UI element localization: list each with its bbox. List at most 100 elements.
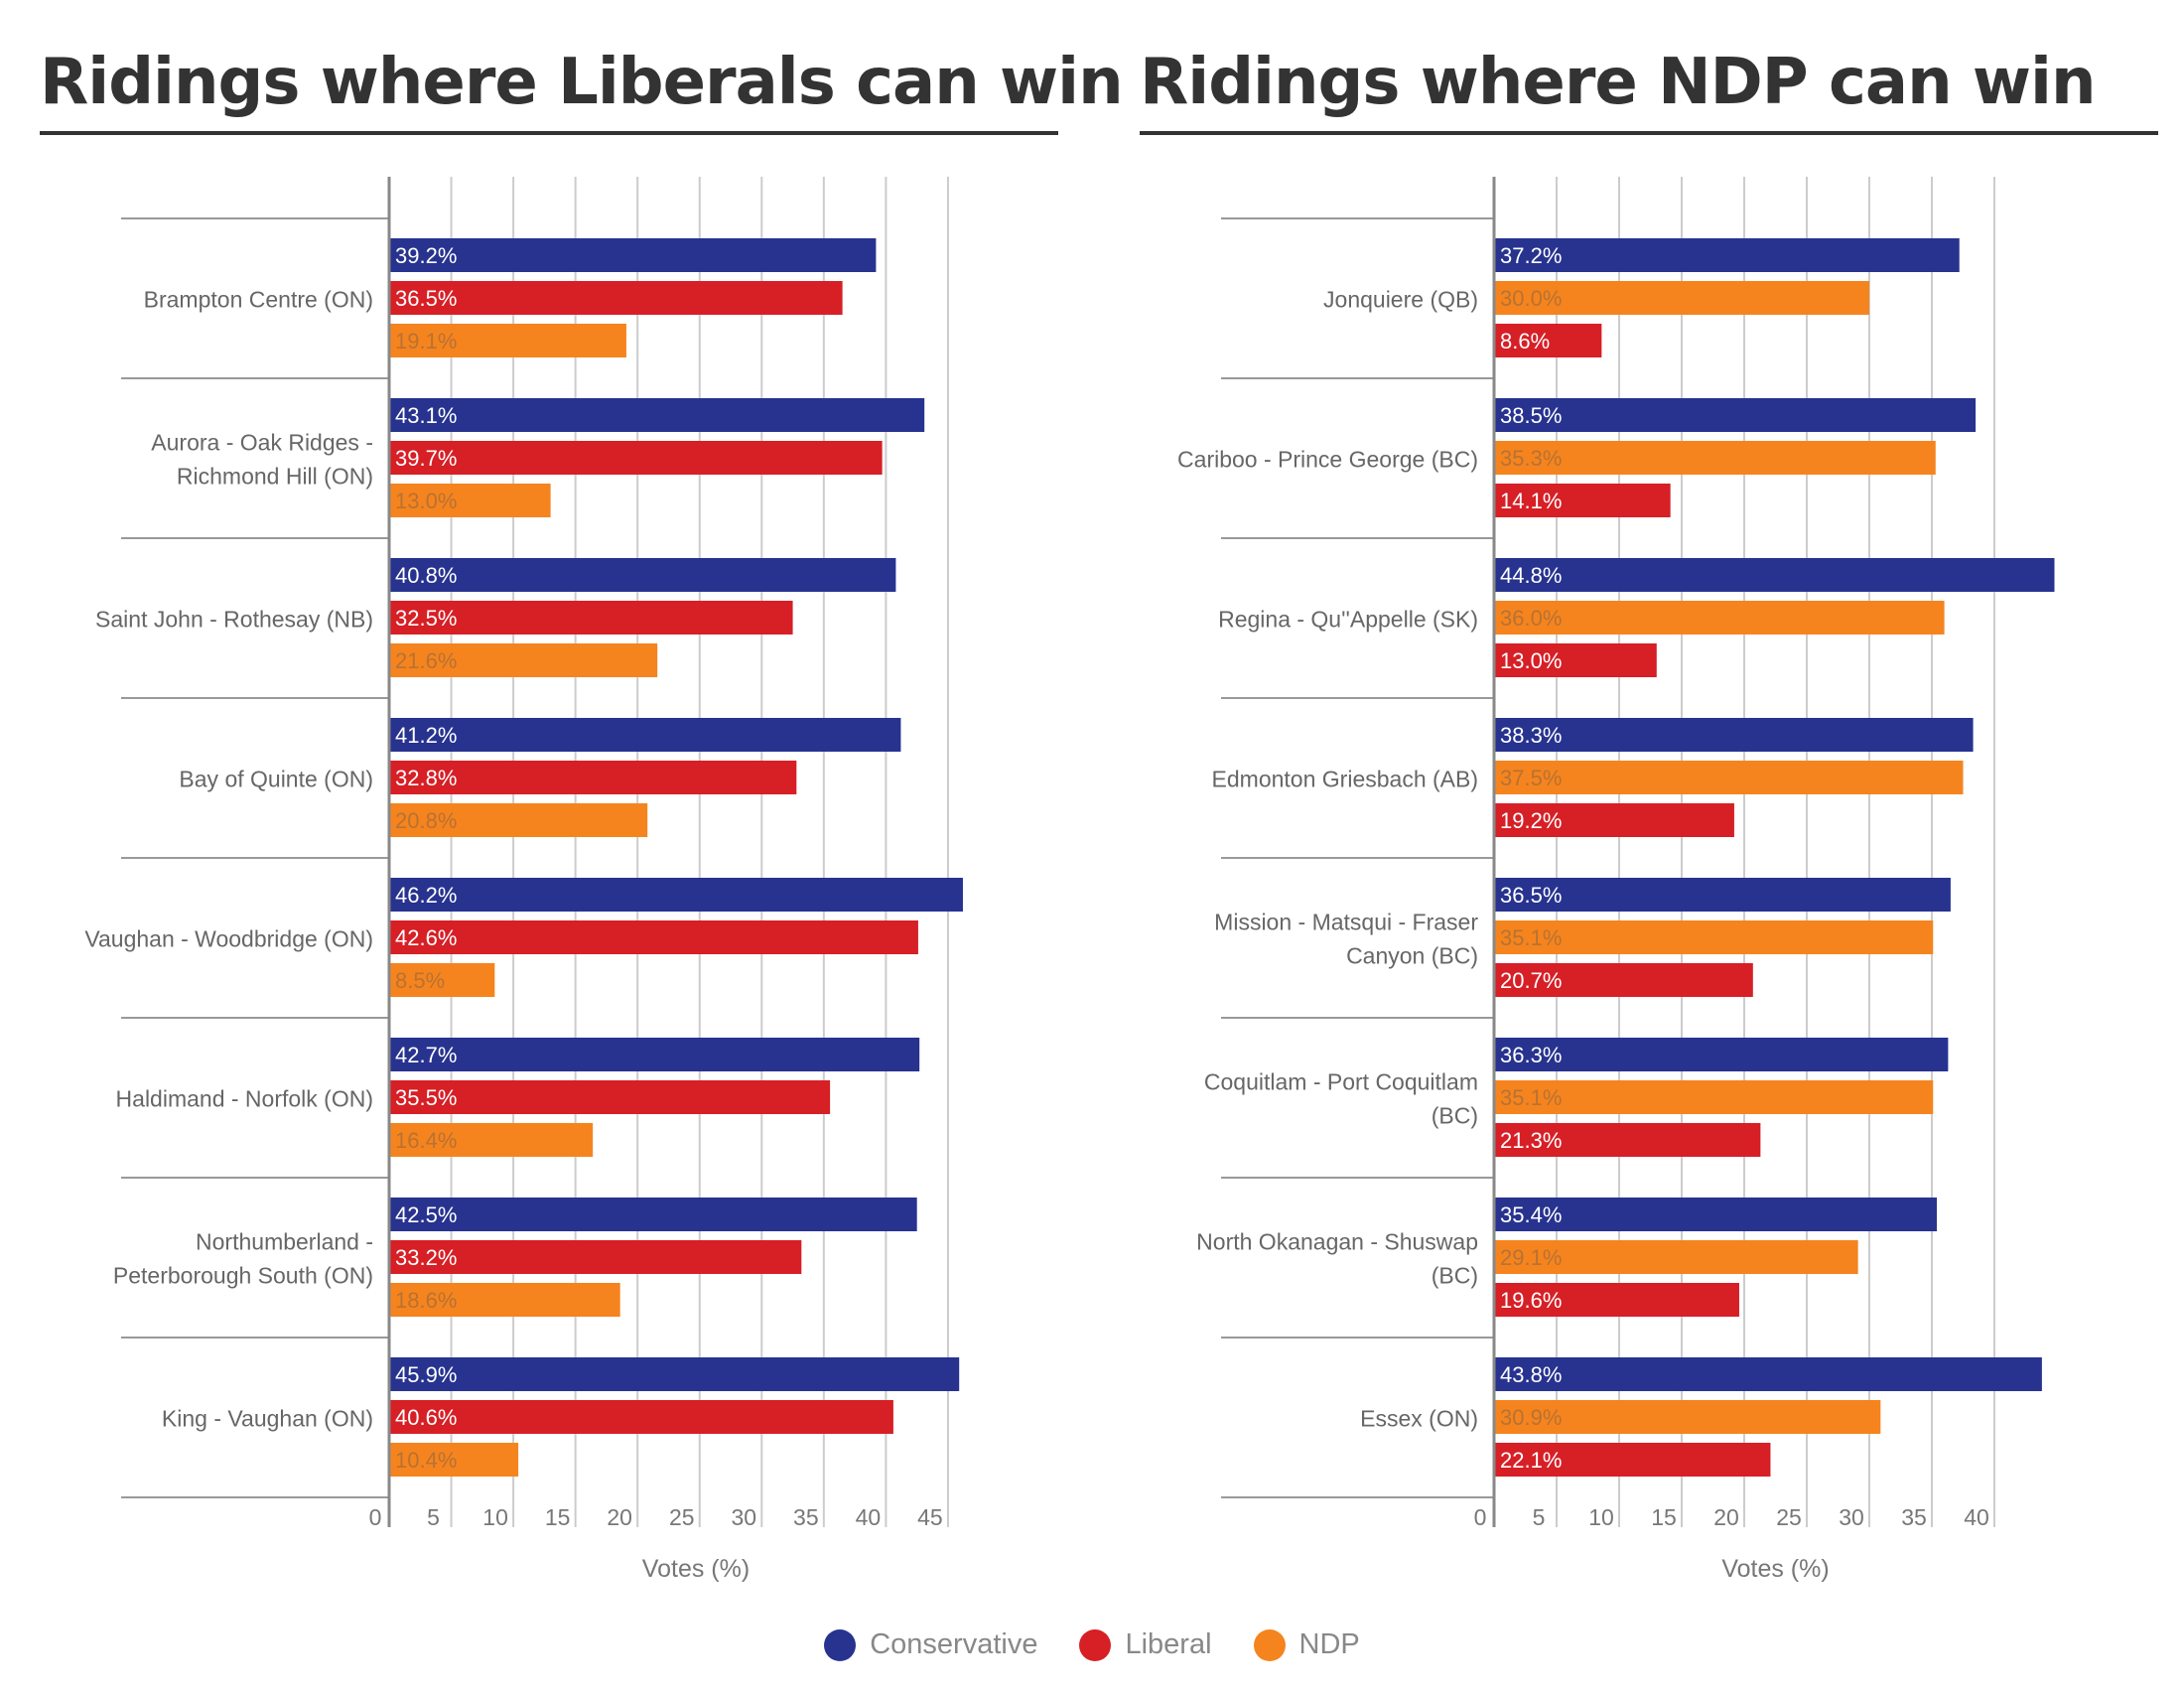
category-label-ndp-5-1: (BC) — [1432, 1103, 1478, 1129]
bar-ndp-liberal-6 — [1494, 1283, 1739, 1317]
bar-liberals-liberal-3 — [389, 761, 797, 794]
bar-liberals-ndp-3 — [389, 803, 648, 837]
x-tick-label-ndp-5: 5 — [1533, 1504, 1546, 1530]
data-label-ndp-ndp-0: 30.0% — [1500, 286, 1562, 311]
x-axis-label-liberals: Votes (%) — [642, 1555, 750, 1583]
category-label-ndp-1-0: Cariboo - Prince George (BC) — [1177, 447, 1478, 473]
data-label-ndp-liberal-7: 22.1% — [1500, 1448, 1562, 1473]
bar-liberals-liberal-5 — [389, 1080, 831, 1114]
bar-ndp-liberal-0 — [1494, 324, 1602, 357]
bar-liberals-ndp-5 — [389, 1123, 594, 1157]
data-label-liberals-liberal-7: 40.6% — [395, 1405, 457, 1430]
bar-ndp-conservative-3 — [1494, 718, 1974, 752]
x-tick-label-liberals-45: 45 — [917, 1504, 943, 1530]
data-label-ndp-conservative-1: 38.5% — [1500, 403, 1562, 428]
x-tick-label-ndp-10: 10 — [1588, 1504, 1614, 1530]
bar-liberals-ndp-4 — [389, 963, 495, 997]
data-label-ndp-conservative-7: 43.8% — [1500, 1362, 1562, 1387]
data-label-ndp-liberal-3: 19.2% — [1500, 808, 1562, 833]
data-label-ndp-conservative-4: 36.5% — [1500, 883, 1562, 908]
category-label-liberals-0-0: Brampton Centre (ON) — [144, 287, 373, 313]
data-label-liberals-ndp-1: 13.0% — [395, 489, 457, 513]
category-label-ndp-0-0: Jonquiere (QB) — [1323, 287, 1478, 313]
bar-ndp-conservative-2 — [1494, 558, 2055, 592]
bar-ndp-conservative-5 — [1494, 1038, 1949, 1071]
data-label-liberals-ndp-5: 16.4% — [395, 1128, 457, 1153]
legend-item-ndp[interactable]: NDP — [1253, 1628, 1360, 1661]
data-label-liberals-conservative-6: 42.5% — [395, 1202, 457, 1227]
data-label-ndp-liberal-4: 20.7% — [1500, 968, 1562, 993]
category-label-ndp-2-0: Regina - Qu''Appelle (SK) — [1218, 607, 1478, 633]
bar-liberals-conservative-4 — [389, 878, 963, 912]
bar-ndp-ndp-5 — [1494, 1080, 1934, 1114]
data-label-liberals-ndp-0: 19.1% — [395, 329, 457, 353]
category-label-liberals-6-0: Northumberland - — [196, 1229, 373, 1255]
bar-liberals-liberal-1 — [389, 441, 883, 475]
data-label-ndp-liberal-5: 21.3% — [1500, 1128, 1562, 1153]
data-label-ndp-ndp-2: 36.0% — [1500, 606, 1562, 631]
chart-title-liberals: Ridings where Liberals can win — [40, 46, 1124, 119]
bar-liberals-liberal-6 — [389, 1240, 802, 1274]
legend-swatch-ndp-icon — [1253, 1628, 1286, 1661]
bar-ndp-ndp-3 — [1494, 761, 1964, 794]
data-label-liberals-liberal-3: 32.8% — [395, 766, 457, 790]
data-label-liberals-conservative-2: 40.8% — [395, 563, 457, 588]
x-tick-label-liberals-20: 20 — [607, 1504, 632, 1530]
category-label-ndp-7-0: Essex (ON) — [1360, 1406, 1478, 1432]
bar-ndp-conservative-4 — [1494, 878, 1951, 912]
bar-ndp-liberal-3 — [1494, 803, 1734, 837]
bar-liberals-conservative-3 — [389, 718, 901, 752]
data-label-ndp-liberal-1: 14.1% — [1500, 489, 1562, 513]
data-label-liberals-liberal-0: 36.5% — [395, 286, 457, 311]
bar-liberals-ndp-7 — [389, 1443, 519, 1477]
bar-ndp-liberal-4 — [1494, 963, 1753, 997]
category-label-ndp-3-0: Edmonton Griesbach (AB) — [1212, 767, 1478, 792]
data-label-liberals-conservative-5: 42.7% — [395, 1043, 457, 1067]
data-label-liberals-conservative-1: 43.1% — [395, 403, 457, 428]
data-label-ndp-conservative-2: 44.8% — [1500, 563, 1562, 588]
bar-ndp-liberal-1 — [1494, 484, 1671, 517]
x-tick-label-ndp-40: 40 — [1964, 1504, 1989, 1530]
bar-ndp-ndp-4 — [1494, 920, 1934, 954]
bar-ndp-liberal-5 — [1494, 1123, 1761, 1157]
bar-ndp-conservative-6 — [1494, 1198, 1938, 1231]
legend-item-conservative[interactable]: Conservative — [824, 1628, 1037, 1661]
x-tick-label-liberals-25: 25 — [669, 1504, 695, 1530]
legend-label-conservative: Conservative — [870, 1628, 1038, 1660]
bar-ndp-ndp-7 — [1494, 1400, 1881, 1434]
bar-liberals-conservative-6 — [389, 1198, 917, 1231]
category-label-ndp-5-0: Coquitlam - Port Coquitlam — [1204, 1069, 1478, 1095]
bar-liberals-conservative-0 — [389, 238, 877, 272]
x-tick-label-ndp-0: 0 — [1474, 1504, 1487, 1530]
data-label-ndp-liberal-6: 19.6% — [1500, 1288, 1562, 1313]
data-label-liberals-ndp-2: 21.6% — [395, 648, 457, 673]
bar-ndp-ndp-6 — [1494, 1240, 1858, 1274]
category-label-liberals-1-0: Aurora - Oak Ridges - — [151, 430, 373, 456]
x-tick-label-liberals-30: 30 — [732, 1504, 757, 1530]
bar-liberals-liberal-2 — [389, 601, 793, 635]
legend-item-liberal[interactable]: Liberal — [1079, 1628, 1212, 1661]
data-label-ndp-ndp-6: 29.1% — [1500, 1245, 1562, 1270]
bar-ndp-liberal-2 — [1494, 643, 1657, 677]
bar-liberals-ndp-1 — [389, 484, 551, 517]
category-label-liberals-1-1: Richmond Hill (ON) — [177, 464, 373, 490]
category-label-ndp-6-1: (BC) — [1432, 1263, 1478, 1289]
data-label-ndp-ndp-7: 30.9% — [1500, 1405, 1562, 1430]
title-rule-ndp — [1140, 131, 2158, 135]
bar-ndp-liberal-7 — [1494, 1443, 1771, 1477]
title-rule-liberals — [40, 131, 1058, 135]
chart-title-ndp: Ridings where NDP can win — [1140, 46, 2097, 119]
data-label-liberals-ndp-6: 18.6% — [395, 1288, 457, 1313]
data-label-liberals-liberal-6: 33.2% — [395, 1245, 457, 1270]
data-label-liberals-conservative-3: 41.2% — [395, 723, 457, 748]
data-label-ndp-liberal-2: 13.0% — [1500, 648, 1562, 673]
bar-liberals-conservative-5 — [389, 1038, 920, 1071]
category-label-liberals-2-0: Saint John - Rothesay (NB) — [95, 607, 373, 633]
bar-liberals-conservative-7 — [389, 1357, 960, 1391]
data-label-liberals-ndp-7: 10.4% — [395, 1448, 457, 1473]
legend: Conservative Liberal NDP — [0, 1628, 2184, 1661]
data-label-liberals-conservative-7: 45.9% — [395, 1362, 457, 1387]
data-label-ndp-ndp-5: 35.1% — [1500, 1085, 1562, 1110]
bar-ndp-conservative-1 — [1494, 398, 1977, 432]
data-label-ndp-ndp-4: 35.1% — [1500, 925, 1562, 950]
